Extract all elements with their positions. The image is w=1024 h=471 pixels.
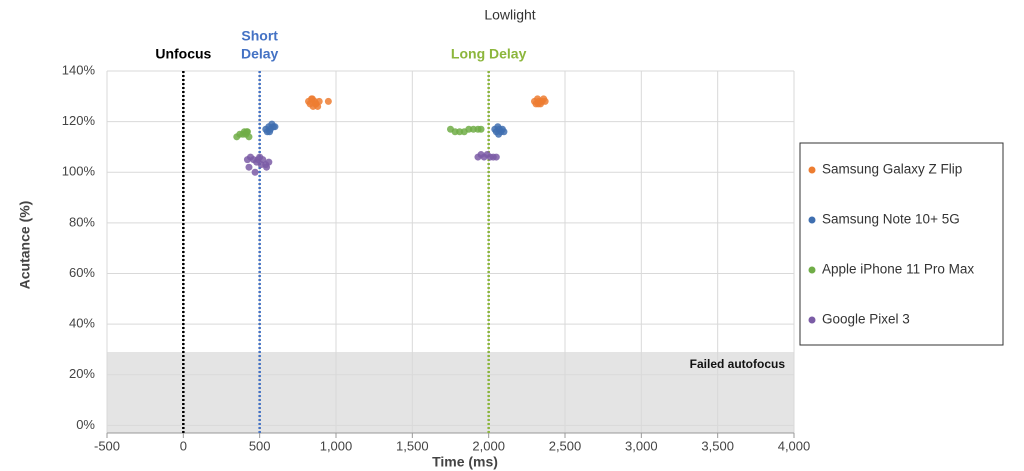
x-tick-label: 4,000 [778, 438, 811, 453]
point [534, 100, 542, 108]
x-tick-label: 1,000 [320, 438, 353, 453]
x-tick-label: 500 [249, 438, 271, 453]
y-axis-title: Acutance (%) [17, 201, 33, 290]
legend-label: Apple iPhone 11 Pro Max [822, 262, 974, 277]
legend-marker [808, 216, 816, 224]
x-tick-label: -500 [94, 438, 120, 453]
x-tick-label: 3,000 [625, 438, 658, 453]
failed-band [107, 351, 794, 433]
point [254, 156, 262, 164]
reference-label: Unfocus [155, 46, 211, 62]
legend-marker [808, 316, 816, 324]
legend-label: Samsung Note 10+ 5G [822, 212, 960, 227]
point [541, 97, 549, 105]
legend-box [799, 142, 1004, 346]
reference-label: Delay [241, 46, 279, 62]
y-tick-label: 120% [62, 113, 96, 128]
point [245, 163, 253, 171]
reference-label: Short [241, 28, 278, 44]
reference-label: Long Delay [451, 46, 527, 62]
point [492, 153, 500, 161]
point [495, 130, 503, 138]
y-tick-label: 100% [62, 164, 96, 179]
point [308, 95, 316, 103]
point [266, 128, 274, 136]
y-tick-label: 20% [69, 366, 95, 381]
point [477, 125, 485, 133]
y-tick-label: 80% [69, 214, 95, 229]
point [500, 128, 508, 136]
point [243, 128, 251, 136]
point [263, 163, 271, 171]
x-axis-title: Time (ms) [432, 454, 498, 470]
x-tick-label: 3,500 [701, 438, 734, 453]
point [271, 123, 279, 131]
legend-label: Samsung Galaxy Z Flip [822, 162, 962, 177]
x-tick-label: 2,500 [549, 438, 582, 453]
band-label: Failed autofocus [690, 357, 786, 371]
y-tick-label: 40% [69, 316, 95, 331]
x-tick-label: 1,500 [396, 438, 429, 453]
point [311, 100, 319, 108]
legend-marker [808, 166, 816, 174]
y-tick-label: 0% [76, 417, 95, 432]
legend-label: Google Pixel 3 [822, 312, 910, 327]
point [257, 161, 265, 169]
x-tick-label: 2,000 [472, 438, 505, 453]
y-tick-label: 140% [62, 62, 96, 77]
chart-title: Lowlight [484, 7, 535, 23]
point [251, 168, 259, 176]
legend-marker [808, 266, 816, 274]
x-tick-label: 0 [180, 438, 187, 453]
point [324, 97, 332, 105]
y-tick-label: 60% [69, 265, 95, 280]
